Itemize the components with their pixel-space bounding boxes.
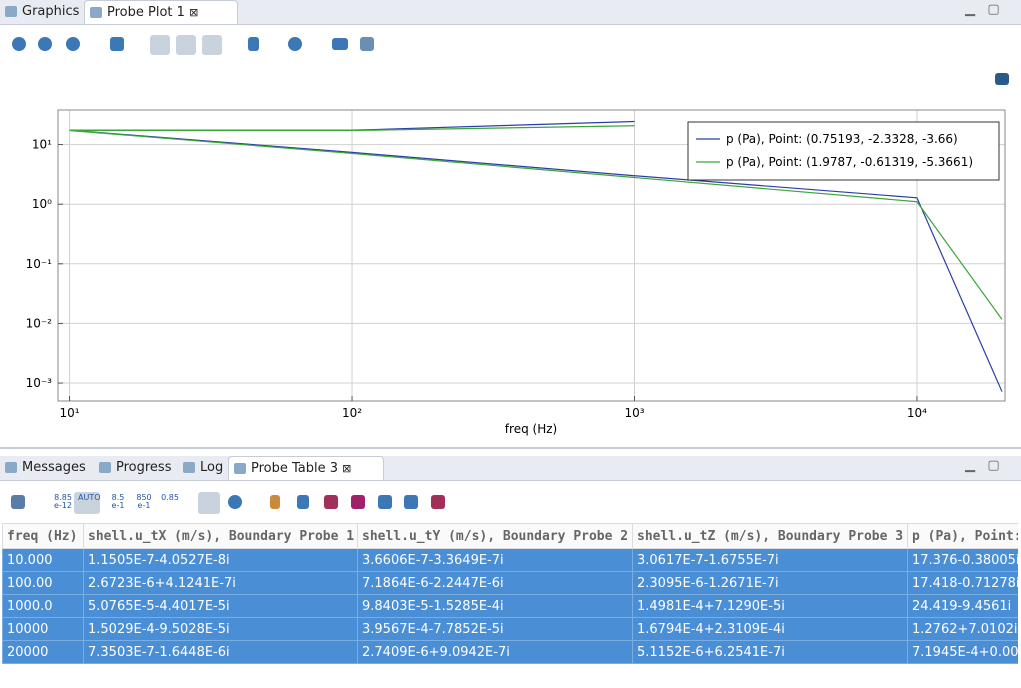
y-tick-label: 10⁻³ — [26, 376, 53, 390]
table-cell: 10.000 — [3, 549, 84, 572]
format-button[interactable]: AUTO — [78, 494, 100, 502]
table-row[interactable]: 200007.3503E-7-1.6448E-6i2.7409E-6+9.094… — [3, 641, 1019, 664]
x-axis-label: freq (Hz) — [505, 422, 557, 436]
table-cell: 24.419-9.4561i — [908, 595, 1019, 618]
table-cell: 20000 — [3, 641, 84, 664]
legend-box — [688, 122, 999, 180]
table-row[interactable]: 100001.5029E-4-9.5028E-5i3.9567E-4-7.785… — [3, 618, 1019, 641]
legend-toggle[interactable] — [202, 35, 222, 55]
grid-toggle[interactable] — [150, 35, 170, 55]
tab-label: Probe Table 3 — [251, 461, 338, 476]
legend-label: p (Pa), Point: (1.9787, -0.61319, -5.366… — [726, 155, 973, 169]
format-label: e-1 — [133, 502, 155, 510]
table-cell: 7.3503E-7-1.6448E-6i — [84, 641, 358, 664]
table-grid[interactable] — [198, 492, 220, 514]
table-cell: 1.6794E-4+2.3109E-4i — [633, 618, 908, 641]
tab[interactable]: Log — [178, 456, 228, 479]
grid-toggle[interactable] — [176, 35, 196, 55]
column-header: shell.u_tY (m/s), Boundary Probe 2 — [358, 524, 633, 549]
tab[interactable]: Probe Plot 1 ⊠ — [84, 0, 238, 24]
table-cell: 2.6723E-6+4.1241E-7i — [84, 572, 358, 595]
table-cell: 9.8403E-5-1.5285E-4i — [358, 595, 633, 618]
column-header: shell.u_tZ (m/s), Boundary Probe 3 — [633, 524, 908, 549]
chart: freq (Hz) 10¹ 10⁰ 10⁻¹ 10⁻² 10⁻³ 10¹ 10² 10³ 10⁴… — [0, 60, 1021, 448]
table-row[interactable]: 1000.05.0765E-5-4.4017E-5i9.8403E-5-1.52… — [3, 595, 1019, 618]
table-header: freq (Hz)shell.u_tX (m/s), Boundary Prob… — [3, 524, 1019, 549]
format-button[interactable]: 8.5e-1 — [107, 494, 129, 510]
table-row[interactable]: 100.002.6723E-6+4.1241E-7i7.1864E-6-2.24… — [3, 572, 1019, 595]
snapshot[interactable] — [332, 38, 348, 50]
table-cell: 1.2762+7.0102i — [908, 618, 1019, 641]
camera-view[interactable] — [288, 37, 302, 51]
table-cell: 7.1945E-4+0.00 — [908, 641, 1019, 664]
x-tick-label: 10⁴ — [907, 406, 927, 420]
table-cell: 100.00 — [3, 572, 84, 595]
bottom-tab-bar: Messages Progress Log Probe Table 3 ⊠ ▁ … — [0, 456, 1021, 481]
table-cell: 1000.0 — [3, 595, 84, 618]
tab-label: Probe Plot 1 — [107, 5, 185, 20]
lock[interactable] — [248, 37, 259, 51]
format-label: 0.85 — [159, 494, 181, 502]
table-menu[interactable] — [431, 495, 445, 509]
clear[interactable] — [270, 495, 280, 509]
table-row[interactable]: 10.0001.1505E-7-4.0527E-8i3.6606E-7-3.36… — [3, 549, 1019, 572]
globe[interactable] — [228, 495, 242, 509]
column-header: p (Pa), Point: — [908, 524, 1019, 549]
copy[interactable] — [378, 495, 392, 509]
tab[interactable]: Messages — [0, 456, 92, 479]
y-tick-label: 10⁻¹ — [26, 257, 53, 271]
legend-label: p (Pa), Point: (0.75193, -2.3328, -3.66) — [726, 132, 958, 146]
export[interactable] — [404, 495, 418, 509]
table-icon[interactable] — [11, 495, 25, 509]
x-tick-label: 10¹ — [60, 406, 80, 420]
table-cell: 10000 — [3, 618, 84, 641]
top-tab-bar: Graphics Probe Plot 1 ⊠ ▁ ▢ — [0, 0, 1021, 25]
column-header: freq (Hz) — [3, 524, 84, 549]
table-cell: 1.5029E-4-9.5028E-5i — [84, 618, 358, 641]
table-area: freq (Hz)shell.u_tX (m/s), Boundary Prob… — [2, 523, 1018, 688]
table-cell: 3.9567E-4-7.7852E-5i — [358, 618, 633, 641]
table-cell: 1.4981E-4+7.1290E-5i — [633, 595, 908, 618]
table-cell: 5.1152E-6+6.2541E-7i — [633, 641, 908, 664]
table-cell: 17.376-0.38005i — [908, 549, 1019, 572]
y-tick-label: 10⁰ — [32, 197, 52, 211]
format-label: AUTO — [78, 494, 100, 502]
column-header: shell.u_tX (m/s), Boundary Probe 1 — [84, 524, 358, 549]
table-cell: 3.0617E-7-1.6755E-7i — [633, 549, 908, 572]
tab[interactable]: Probe Table 3 ⊠ — [228, 456, 384, 480]
plot-toolbar — [0, 32, 390, 58]
divider — [0, 447, 1021, 449]
x-tick-label: 10³ — [624, 406, 644, 420]
y-tick-label: 10⁻² — [26, 316, 53, 330]
zoom-box[interactable] — [66, 37, 80, 51]
tab[interactable]: Progress — [94, 456, 172, 479]
print[interactable] — [360, 37, 374, 51]
format-button[interactable]: 8.85e-12 — [52, 494, 74, 510]
zoom-extents[interactable] — [110, 37, 124, 51]
format-label: e-12 — [52, 502, 74, 510]
zoom-in[interactable] — [12, 37, 26, 51]
probe-table: freq (Hz)shell.u_tX (m/s), Boundary Prob… — [2, 523, 1018, 664]
table-cell: 5.0765E-5-4.4017E-5i — [84, 595, 358, 618]
table-cell: 2.7409E-6+9.0942E-7i — [358, 641, 633, 664]
table-cell: 1.1505E-7-4.0527E-8i — [84, 549, 358, 572]
table-cell: 17.418-0.71278i — [908, 572, 1019, 595]
window-controls[interactable]: ▁ ▢ — [965, 2, 1000, 17]
table-op[interactable] — [351, 495, 365, 509]
format-button[interactable]: 0.85 — [159, 494, 181, 502]
table-cell: 7.1864E-6-2.2447E-6i — [358, 572, 633, 595]
zoom-out[interactable] — [38, 37, 52, 51]
table-op[interactable] — [324, 495, 338, 509]
window-controls[interactable]: ▁ ▢ — [965, 458, 1000, 473]
x-tick-label: 10² — [342, 406, 362, 420]
table-cell: 2.3095E-6-1.2671E-7i — [633, 572, 908, 595]
format-label: e-1 — [107, 502, 129, 510]
table-cell: 3.6606E-7-3.3649E-7i — [358, 549, 633, 572]
y-tick-label: 10¹ — [32, 138, 52, 152]
delete[interactable] — [297, 495, 309, 509]
format-button[interactable]: 850e-1 — [133, 494, 155, 510]
